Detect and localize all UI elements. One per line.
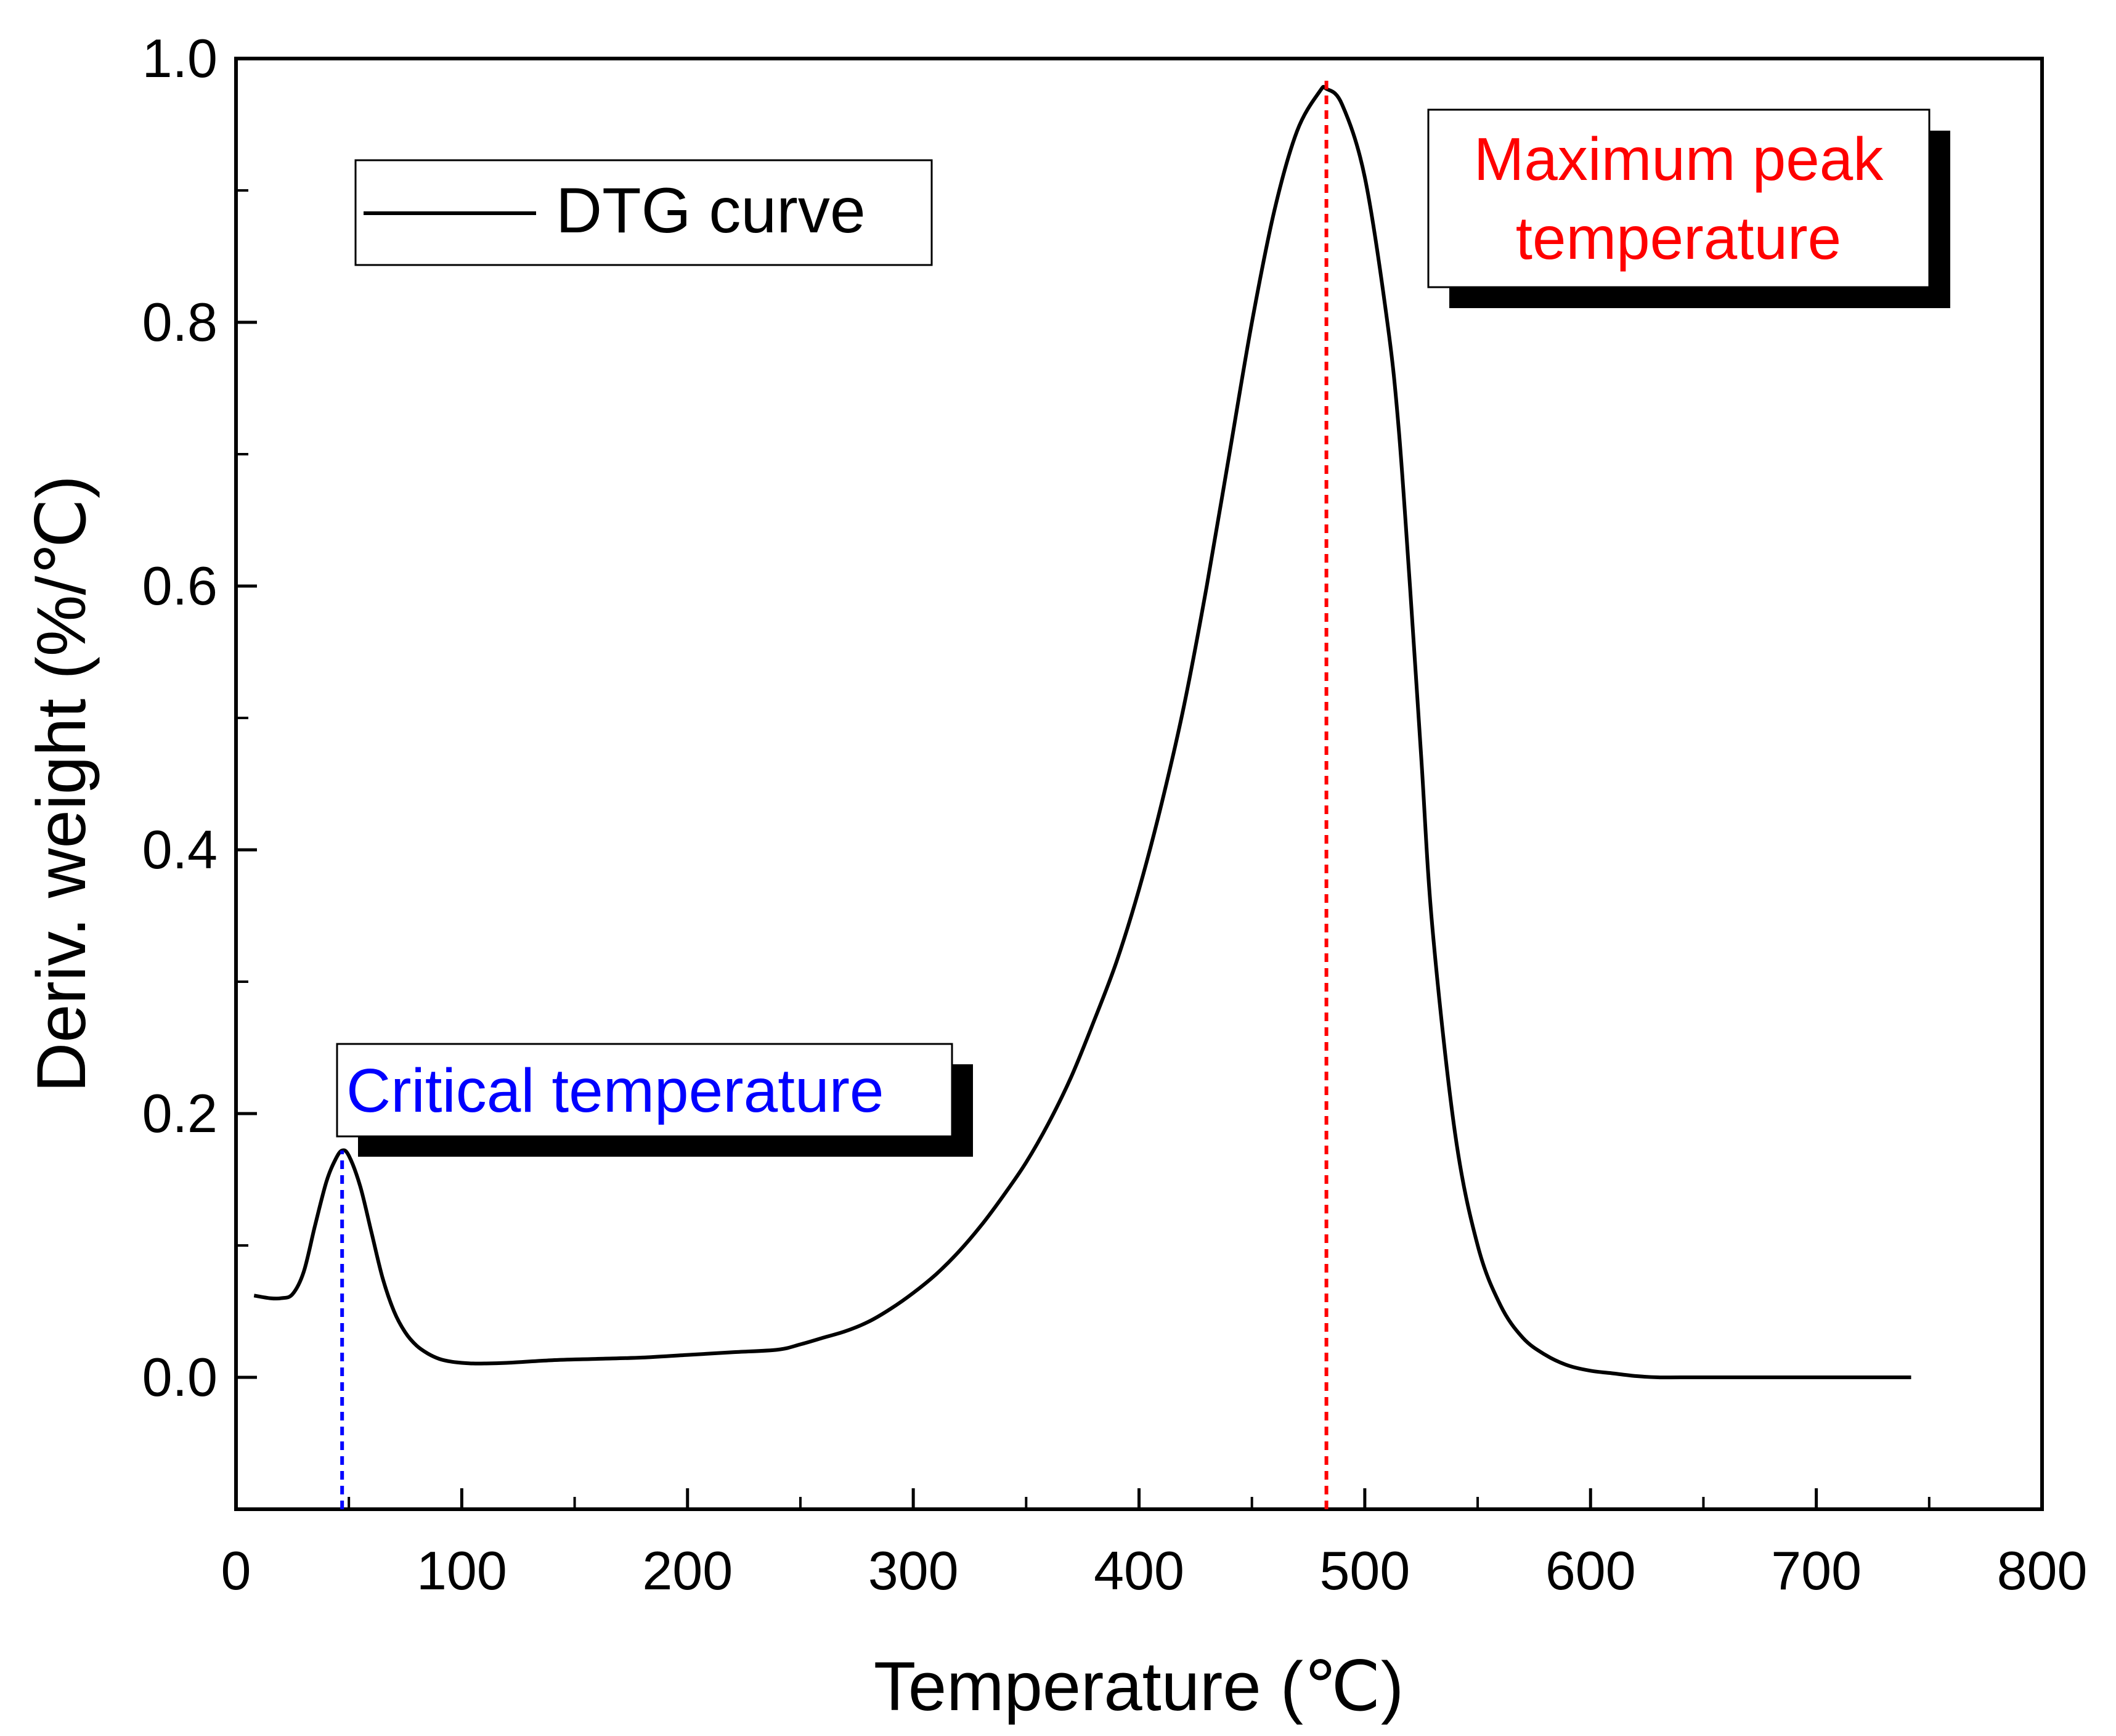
x-tick-label-500: 500	[1319, 1540, 1410, 1601]
x-tick-label-300: 300	[868, 1540, 959, 1601]
y-tick-label-0.8: 0.8	[142, 291, 218, 352]
y-tick-label-0.4: 0.4	[142, 819, 218, 880]
legend: DTG curve	[354, 159, 933, 266]
x-tick-label-100: 100	[417, 1540, 507, 1601]
y-tick-label-0.0: 0.0	[142, 1347, 218, 1408]
series-line-dtg-curve	[253, 84, 1911, 1380]
x-tick-label-200: 200	[642, 1540, 733, 1601]
x-axis-title: Temperature (℃)	[874, 1648, 1404, 1725]
max-peak-label-line2: temperature	[1516, 204, 1841, 272]
max-peak-label-line1: Maximum peak	[1474, 125, 1884, 193]
x-tick-label-0: 0	[221, 1540, 251, 1601]
x-tick-label-700: 700	[1771, 1540, 1862, 1601]
y-tick-label-0.2: 0.2	[142, 1083, 218, 1144]
y-axis: 0.0 0.2 0.4 0.6 0.8 1.0	[142, 28, 257, 1408]
critical-label-box	[336, 1043, 953, 1138]
critical-temperature-annotation: Critical temperature	[336, 1043, 973, 1157]
critical-temperature-label: Critical temperature	[346, 1056, 884, 1125]
x-axis: 0 100 200 300 400 500 600 700 800	[221, 1488, 2088, 1601]
y-tick-label-1.0: 1.0	[142, 28, 218, 89]
legend-entry-dtg-curve: DTG curve	[556, 175, 866, 247]
x-tick-label-400: 400	[1094, 1540, 1184, 1601]
max-peak-annotation: Maximum peak temperature	[1427, 108, 1950, 308]
x-tick-label-800: 800	[1997, 1540, 2088, 1601]
y-tick-label-0.6: 0.6	[142, 555, 218, 616]
guide-lines	[340, 80, 1329, 1509]
x-tick-label-600: 600	[1545, 1540, 1636, 1601]
y-axis-title: Deriv. weight (%/℃)	[23, 475, 100, 1092]
max-peak-label-box	[1427, 108, 1931, 288]
series-layer	[253, 84, 1911, 1380]
